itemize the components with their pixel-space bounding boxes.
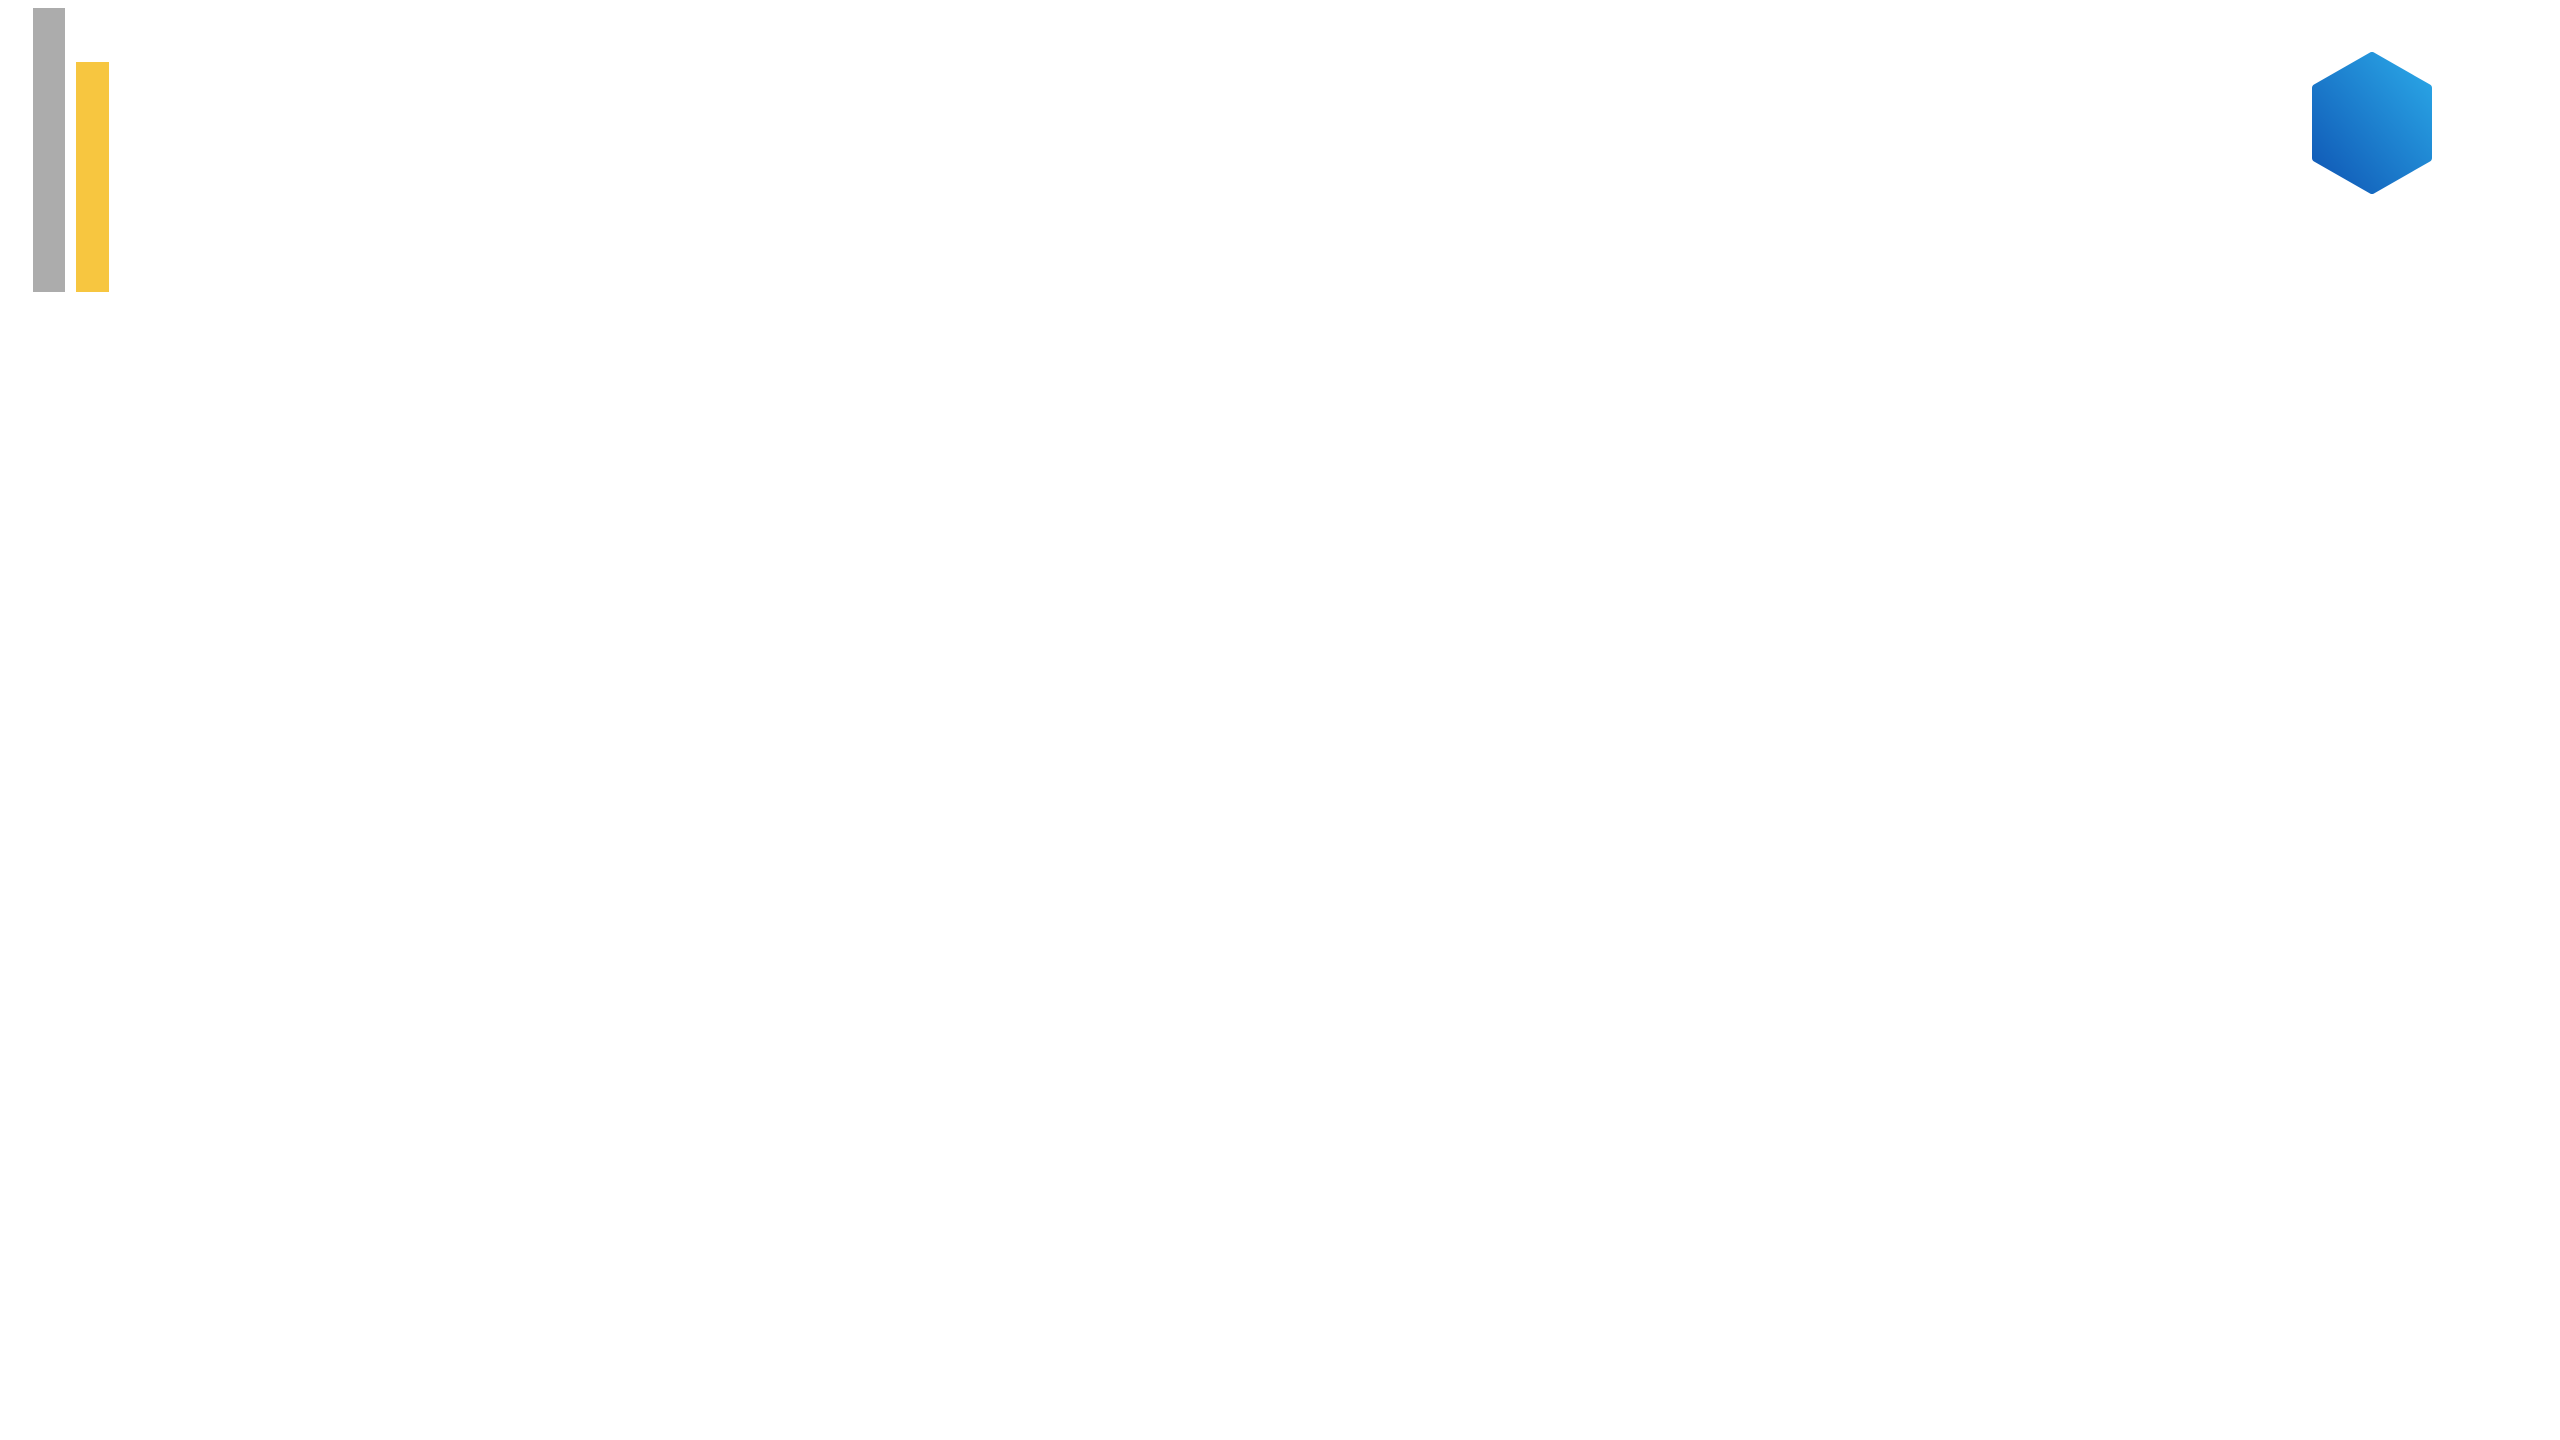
decorative-bar-yellow (76, 62, 109, 292)
dray-hexagon-icon (2312, 52, 2432, 194)
decorative-bar-gray (33, 8, 65, 292)
dray-logo (2296, 52, 2448, 198)
